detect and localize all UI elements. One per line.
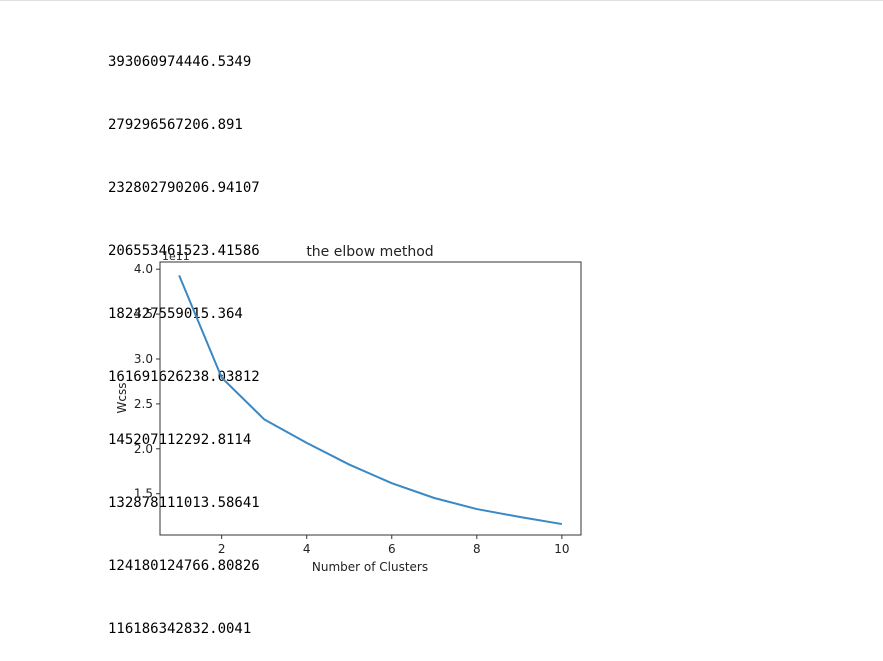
output-line: 232802790206.94107 (108, 180, 260, 196)
y-tick-label: 4.0 (134, 262, 153, 276)
plot-frame (159, 261, 582, 536)
output-line: 124180124766.80826 (108, 558, 260, 574)
output-line: 161691626238.03812 (108, 369, 260, 385)
x-tick-label: 8 (473, 542, 481, 556)
y-offset-label: 1e11 (162, 250, 190, 263)
top-divider (0, 0, 883, 1)
output-line: 132878111013.58641 (108, 495, 260, 511)
x-tick-label: 2 (218, 542, 226, 556)
y-tick-label: 1.5 (134, 487, 153, 501)
output-line: 182427559015.364 (108, 306, 243, 322)
x-tick-label: 4 (303, 542, 311, 556)
elbow-chart: the elbow method 1e11 Number of Clusters… (115, 244, 582, 574)
y-tick-label: 2.0 (134, 442, 153, 456)
chart-title: the elbow method (306, 244, 433, 260)
output-line: 145207112292.8114 (108, 432, 252, 448)
x-tick-label: 10 (554, 542, 569, 556)
y-tick-label: 3.5 (134, 307, 153, 321)
y-tick-label: 3.0 (134, 352, 153, 366)
output-line: 116186342832.0041 (108, 621, 252, 637)
series-line (178, 275, 563, 526)
output-line: 279296567206.891 (108, 117, 243, 133)
output-line: 206553461523.41586 (108, 243, 260, 259)
y-axis-label: Wcss (115, 383, 129, 414)
output-line: 393060974446.5349 (108, 54, 252, 70)
x-tick-label: 6 (388, 542, 396, 556)
y-tick-label: 2.5 (134, 397, 153, 411)
x-axis-label: Number of Clusters (312, 560, 428, 574)
